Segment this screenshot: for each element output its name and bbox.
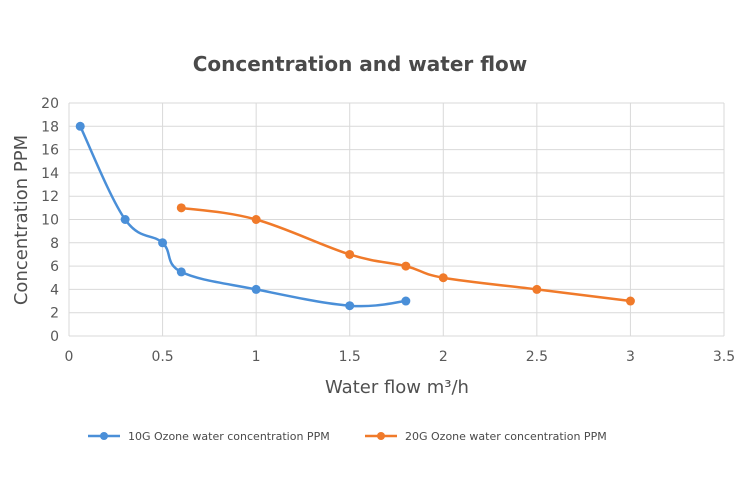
y-tick-label: 14 — [41, 166, 59, 182]
legend-label-10g: 10G Ozone water concentration PPM — [128, 430, 330, 443]
legend-item-20g: 20G Ozone water concentration PPM — [365, 430, 607, 443]
data-point — [625, 296, 635, 306]
x-tick-label: 2.5 — [526, 349, 548, 365]
x-tick-label: 3 — [626, 349, 635, 365]
series-0 — [75, 121, 411, 311]
x-axis-ticks: 0 0.5 1 1.5 2 2.5 3 3.5 — [65, 349, 736, 365]
series-1 — [176, 203, 635, 306]
data-point — [176, 267, 186, 277]
x-tick-label: 3.5 — [713, 349, 735, 365]
data-point — [120, 215, 130, 224]
y-tick-label: 0 — [50, 329, 59, 345]
y-tick-label: 18 — [41, 119, 59, 135]
legend-marker-20g — [377, 432, 385, 440]
legend-label-20g: 20G Ozone water concentration PPM — [405, 430, 607, 443]
legend-marker-10g — [100, 432, 108, 440]
x-tick-label: 0.5 — [151, 349, 173, 365]
x-axis-label: Water flow m³/h — [325, 377, 469, 398]
legend: 10G Ozone water concentration PPM 20G Oz… — [88, 430, 607, 443]
data-point — [345, 249, 355, 259]
data-point — [158, 238, 168, 248]
data-point — [251, 284, 261, 294]
data-point — [345, 301, 355, 311]
y-tick-label: 16 — [41, 143, 59, 159]
data-point — [251, 215, 261, 224]
data-point — [401, 296, 411, 306]
legend-item-10g: 10G Ozone water concentration PPM — [88, 430, 330, 443]
chart-title: Concentration and water flow — [193, 52, 528, 76]
x-tick-label: 1 — [252, 349, 261, 365]
data-point — [176, 203, 186, 213]
series — [75, 121, 635, 311]
y-tick-label: 2 — [50, 306, 59, 322]
data-point — [532, 284, 542, 294]
x-tick-label: 2 — [439, 349, 448, 365]
x-tick-label: 1.5 — [339, 349, 361, 365]
y-tick-label: 10 — [41, 213, 59, 229]
y-axis-label: Concentration PPM — [11, 135, 32, 305]
y-tick-label: 12 — [41, 189, 59, 205]
data-point — [438, 273, 448, 283]
data-point — [75, 121, 85, 131]
data-point — [401, 261, 411, 271]
y-tick-label: 6 — [50, 259, 59, 275]
x-tick-label: 0 — [65, 349, 74, 365]
y-tick-label: 20 — [41, 96, 59, 112]
y-tick-label: 8 — [50, 236, 59, 252]
y-tick-label: 4 — [50, 282, 59, 298]
y-axis-ticks: 0 2 4 6 8 10 12 14 16 18 20 — [41, 96, 59, 345]
